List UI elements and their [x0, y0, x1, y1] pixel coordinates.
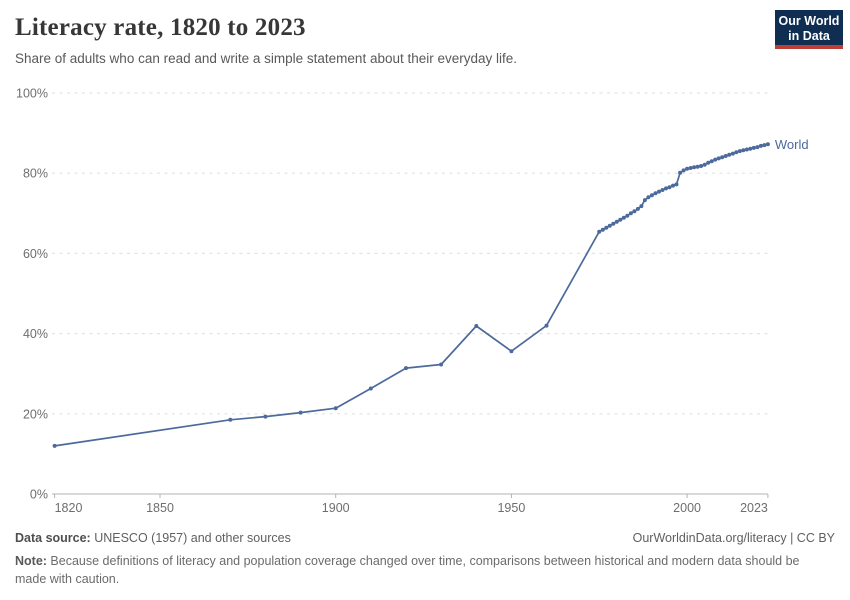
- data-point: [720, 155, 725, 160]
- data-point: [368, 386, 373, 391]
- x-tick-label: 2000: [673, 501, 701, 515]
- data-point: [263, 414, 268, 419]
- data-point: [667, 185, 672, 190]
- data-point: [625, 213, 630, 218]
- data-point: [713, 157, 718, 162]
- data-point: [765, 142, 770, 147]
- data-point: [699, 164, 704, 168]
- data-point: [755, 145, 760, 150]
- data-point: [692, 165, 697, 170]
- data-point: [664, 186, 668, 191]
- data-point: [614, 219, 619, 224]
- data-point: [621, 215, 626, 220]
- data-point: [723, 154, 728, 158]
- data-point: [751, 145, 756, 150]
- data-point: [474, 324, 479, 328]
- data-point: [758, 143, 763, 148]
- data-point: [744, 147, 749, 152]
- data-source-line: Data source: UNESCO (1957) and other sou…: [15, 531, 291, 545]
- data-point: [228, 417, 233, 422]
- data-point: [635, 206, 640, 211]
- data-point: [607, 223, 612, 228]
- x-tick-label: 1820: [55, 501, 83, 515]
- data-point: [702, 162, 707, 167]
- data-point: [604, 225, 609, 230]
- data-point: [748, 146, 753, 151]
- credit-link[interactable]: OurWorldinData.org/literacy | CC BY: [632, 531, 835, 545]
- data-point: [741, 148, 746, 153]
- series-label: World: [775, 137, 809, 152]
- data-point: [762, 143, 767, 148]
- data-point: [439, 362, 444, 367]
- data-point: [730, 151, 735, 156]
- data-source-text: UNESCO (1957) and other sources: [90, 531, 291, 545]
- x-tick-label: 1900: [322, 501, 350, 515]
- page-title: Literacy rate, 1820 to 2023: [15, 14, 306, 41]
- data-point: [618, 217, 623, 222]
- data-point: [544, 323, 549, 328]
- y-tick-label: 80%: [23, 167, 48, 181]
- data-point: [404, 366, 408, 371]
- data-point: [688, 166, 693, 170]
- data-point: [734, 150, 739, 155]
- data-point: [695, 164, 700, 169]
- data-point: [52, 443, 57, 448]
- data-point: [632, 209, 637, 214]
- data-point: [639, 204, 644, 209]
- data-point: [653, 191, 658, 196]
- data-point: [716, 156, 721, 161]
- data-point: [333, 406, 338, 411]
- chart-footer: Data source: UNESCO (1957) and other sou…: [15, 531, 835, 545]
- data-point: [509, 349, 514, 354]
- data-point: [678, 170, 683, 175]
- chart-canvas: 0% 20% 40% 60% 80% 100% 1820 1850 1900 1950 2000 20…: [16, 87, 809, 516]
- data-point: [681, 168, 686, 173]
- y-tick-label: 20%: [23, 407, 48, 421]
- note-text: Because definitions of literacy and popu…: [15, 554, 800, 587]
- data-point: [709, 159, 714, 164]
- data-point: [597, 229, 602, 234]
- note-label: Note:: [15, 554, 47, 568]
- owid-logo-line2: in Data: [788, 29, 830, 43]
- data-point: [600, 227, 605, 232]
- data-point: [727, 152, 732, 157]
- chart-subtitle: Share of adults who can read and write a…: [15, 51, 518, 66]
- x-tick-label: 1850: [146, 501, 174, 515]
- y-tick-label: 0%: [30, 488, 48, 502]
- x-tick-label: 2023: [740, 501, 768, 515]
- data-point: [298, 410, 303, 415]
- owid-logo[interactable]: Our World in Data: [775, 10, 843, 49]
- data-point: [649, 193, 654, 198]
- data-point: [611, 221, 616, 226]
- owid-logo-line1: Our World: [778, 14, 840, 28]
- data-source-label: Data source:: [15, 531, 91, 545]
- data-point: [674, 182, 679, 187]
- data-point: [671, 183, 675, 188]
- x-tick-label: 1950: [497, 501, 525, 515]
- y-tick-label: 40%: [23, 327, 48, 341]
- y-tick-label: 100%: [16, 87, 48, 101]
- data-point: [642, 198, 647, 203]
- data-point: [737, 149, 742, 154]
- data-point: [646, 195, 651, 200]
- data-point: [685, 166, 690, 171]
- data-point: [660, 188, 665, 192]
- chart-note: Note: Because definitions of literacy an…: [15, 552, 827, 588]
- data-point: [706, 160, 711, 165]
- y-tick-label: 60%: [23, 247, 48, 261]
- data-point: [628, 211, 633, 216]
- data-point: [657, 189, 661, 194]
